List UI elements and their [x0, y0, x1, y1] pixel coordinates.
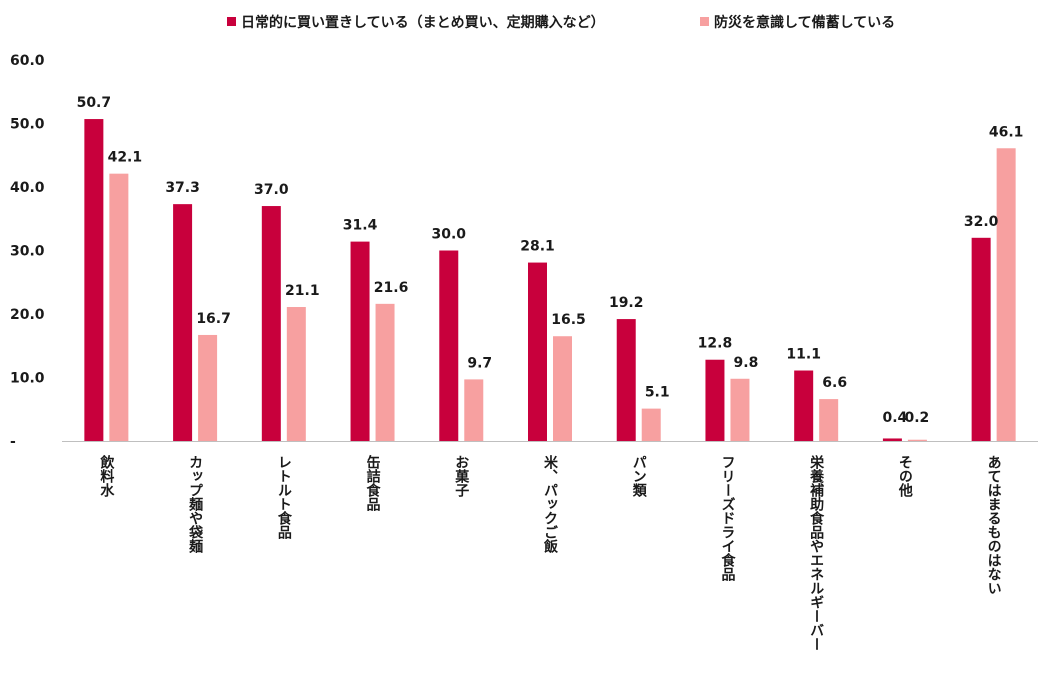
data-label-2-4: 21.6: [374, 280, 409, 296]
data-label-2-2: 16.7: [196, 311, 231, 327]
x-tick-label: カップ麺や袋麺: [187, 455, 204, 554]
bar-1-6: [528, 262, 547, 441]
bar-1-3: [261, 206, 281, 441]
data-label-2-3: 21.1: [285, 283, 320, 299]
y-tick-label: 40.0: [10, 180, 45, 196]
bar-1-9: [794, 370, 814, 441]
bar-2-8: [730, 378, 750, 441]
data-label-2-5: 9.7: [467, 355, 492, 371]
data-label-1-7: 19.2: [609, 295, 644, 311]
bar-2-3: [286, 307, 306, 441]
bar-1-11: [971, 237, 991, 441]
data-label-2-10: 0.2: [905, 410, 930, 426]
bar-1-10: [882, 438, 902, 441]
x-tick-label: その他: [897, 455, 914, 498]
legend-label-2: 防災を意識して備蓄している: [714, 14, 895, 31]
data-label-2-7: 5.1: [645, 385, 670, 401]
bar-1-8: [705, 359, 725, 441]
y-tick-label: 50.0: [10, 117, 45, 133]
x-tick-label: 飲料水: [98, 454, 115, 498]
bar-2-2: [198, 334, 218, 441]
x-tick-label: レトルト食品: [276, 455, 292, 540]
x-tick-label: あてはまるものはない: [986, 455, 1002, 595]
x-tick-label: 米、パックご飯: [542, 454, 559, 554]
bar-2-10: [907, 439, 927, 441]
legend-swatch-2: [700, 17, 709, 26]
bar-2-1: [109, 173, 129, 442]
legend: 日常的に買い置きしている（まとめ買い、定期購入など） 防災を意識して備蓄している: [227, 14, 895, 31]
data-label-1-9: 11.1: [786, 347, 821, 363]
x-tick-label: フリーズドライ食品: [719, 455, 735, 582]
legend-swatch-1: [227, 17, 236, 26]
data-labels: 50.7 42.1 37.3 16.7 37.0 21.1 31.4 21.6 30.0 9.7 2…: [77, 95, 1024, 426]
x-tick-label: パン類: [631, 455, 648, 498]
data-label-1-11: 32.0: [964, 214, 999, 230]
y-tick-label: 30.0: [10, 244, 45, 260]
bar-2-5: [464, 379, 484, 441]
bar-2-9: [819, 399, 839, 441]
data-label-1-5: 30.0: [431, 227, 466, 243]
x-tick-label: お菓子: [453, 455, 470, 498]
x-axis: 飲料水 カップ麺や袋麺 レトルト食品 缶詰食品 お菓子 米、パックご飯 パン類 フリーズドライ…: [62, 441, 1038, 651]
data-label-1-10: 0.4: [883, 410, 908, 426]
bar-2-11: [996, 148, 1016, 441]
data-label-1-4: 31.4: [343, 218, 378, 234]
data-label-2-1: 42.1: [108, 150, 143, 166]
bar-2-4: [375, 303, 395, 441]
y-tick-label: 10.0: [10, 371, 45, 387]
y-tick-label: -: [10, 434, 16, 450]
bar-2-7: [641, 408, 661, 441]
legend-label-1: 日常的に買い置きしている（まとめ買い、定期購入など）: [241, 14, 605, 31]
data-label-1-6: 28.1: [520, 239, 555, 255]
bar-1-1: [84, 119, 104, 442]
data-label-1-1: 50.7: [77, 95, 112, 111]
data-label-1-3: 37.0: [254, 182, 289, 198]
y-axis: - 10.0 20.0 30.0 40.0 50.0 60.0: [10, 53, 45, 450]
data-label-1-2: 37.3: [165, 180, 200, 196]
bar-1-2: [173, 204, 193, 441]
x-tick-label: 缶詰食品: [365, 454, 381, 512]
y-tick-label: 60.0: [10, 53, 45, 69]
y-tick-label: 20.0: [10, 307, 45, 323]
data-label-2-6: 16.5: [551, 312, 586, 328]
data-label-1-8: 12.8: [698, 336, 733, 352]
data-label-2-8: 9.8: [734, 355, 759, 371]
x-tick-label: 栄養補助食品やエネルギーバー: [808, 454, 825, 651]
bar-1-7: [616, 319, 636, 441]
bar-1-5: [439, 250, 459, 441]
data-label-2-11: 46.1: [989, 124, 1024, 140]
data-label-2-9: 6.6: [822, 375, 847, 391]
bars: [84, 119, 1016, 442]
bar-2-6: [553, 336, 572, 441]
bar-1-4: [350, 241, 370, 441]
